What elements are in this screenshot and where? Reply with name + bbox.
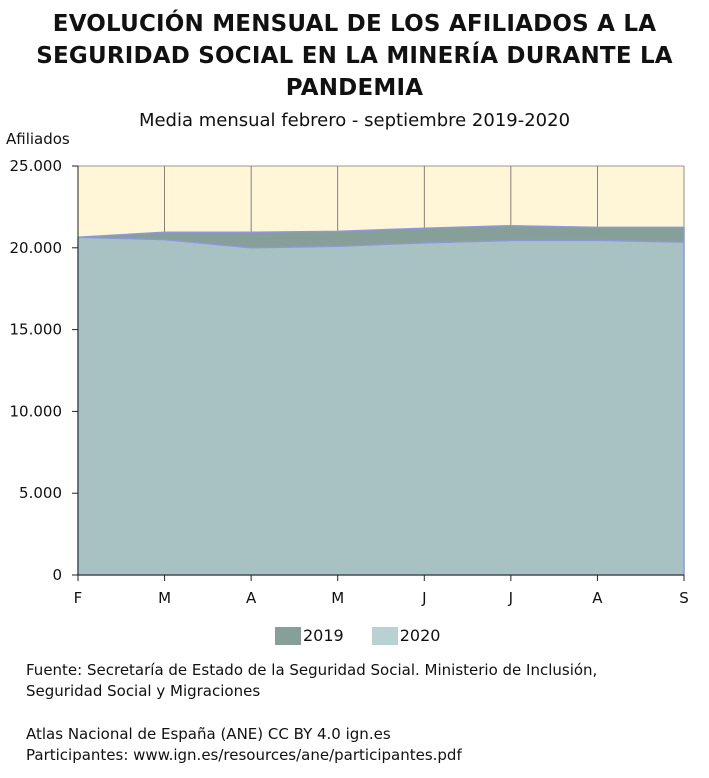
y-tick-label: 25.000 [10,157,63,175]
legend-item-2019: 2019 [275,626,344,645]
line-2020 [77,236,685,249]
x-tick-label: M [331,589,344,607]
area-chart: 0 5.000 10.000 15.000 20.000 25.000 F M A M J J A S [10,157,689,607]
legend-swatch-2019 [275,626,301,645]
legend: 2019 2020 [275,626,468,645]
x-tick-label: A [246,589,257,607]
x-tick-label: A [592,589,603,607]
title-line: SEGURIDAD SOCIAL EN LA MINERÍA DURANTE L… [36,43,673,69]
x-tick-label: M [158,589,171,607]
title-line: PANDEMIA [285,75,424,101]
legend-label-2019: 2019 [303,626,344,645]
chart-title: EVOLUCIÓN MENSUAL DE LOS AFILIADOS A LA … [0,8,709,104]
x-tick-label: F [74,589,83,607]
title-line: EVOLUCIÓN MENSUAL DE LOS AFILIADOS A LA [52,11,657,37]
legend-label-2020: 2020 [399,626,441,645]
source-line: Seguridad Social y Migraciones [26,682,261,700]
legend-swatch-2020 [371,626,398,645]
source-line: Fuente: Secretaría de Estado de la Segur… [26,661,598,679]
line-2019 [77,224,684,238]
area-2020 [78,237,684,575]
x-tick-label: J [421,589,426,607]
y-tick-label: 0 [52,566,62,584]
y-tick-label: 20.000 [10,239,63,257]
credit-line: Participantes: www.ign.es/resources/ane/… [26,746,462,764]
x-tick-label: S [679,589,689,607]
credit-line: Atlas Nacional de España (ANE) CC BY 4.0… [26,725,391,743]
credits: Atlas Nacional de España (ANE) CC BY 4.0… [26,724,462,766]
y-tick-label: 5.000 [19,484,62,502]
legend-item-2020: 2020 [371,626,441,645]
chart-subtitle: Media mensual febrero - septiembre 2019-… [138,110,571,131]
y-axis-label: Afiliados [6,130,70,148]
source-note: Fuente: Secretaría de Estado de la Segur… [26,660,597,702]
x-tick-label: J [508,589,513,607]
y-tick-label: 15.000 [10,321,63,339]
y-tick-label: 10.000 [10,402,63,420]
